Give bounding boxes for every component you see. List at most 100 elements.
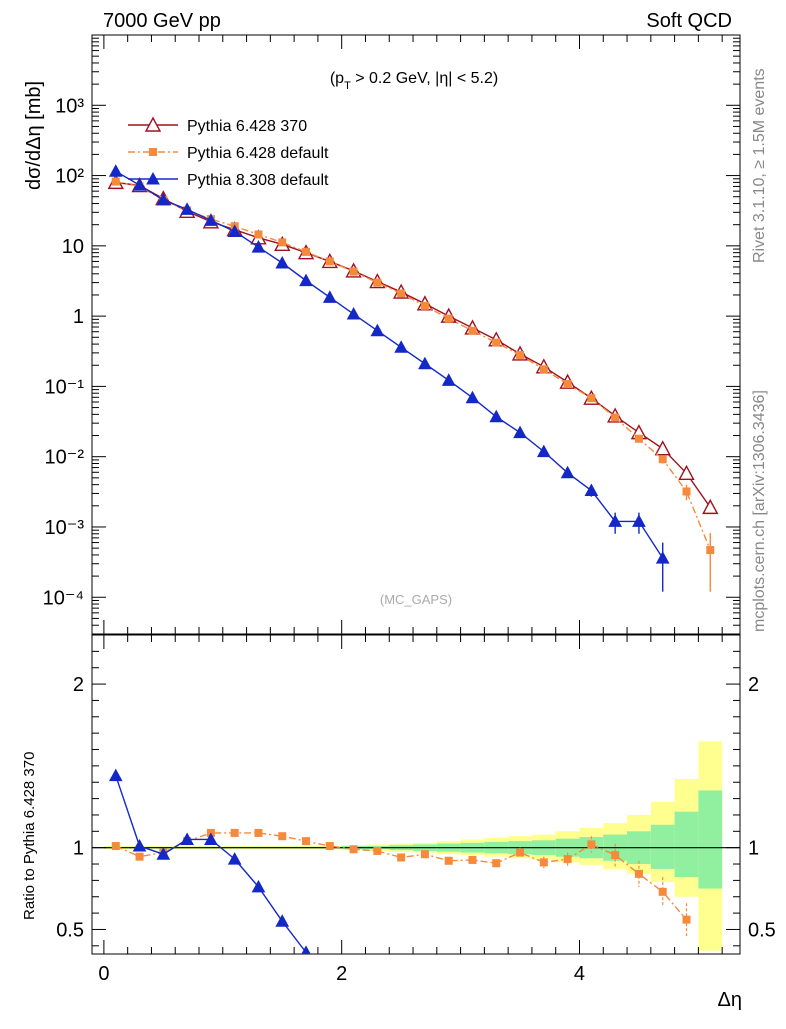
data-point	[584, 483, 599, 497]
ratio-point	[275, 914, 290, 927]
bottom-panel-series	[108, 768, 691, 954]
y-tick-label: 10⁻¹	[45, 376, 85, 398]
y-tick-label: 10⁻²	[45, 447, 85, 469]
ratio-uncertainty-bands	[92, 741, 740, 951]
legend-label: Pythia 6.428 370	[187, 118, 307, 135]
ratio-point	[132, 838, 147, 852]
data-point	[302, 247, 311, 256]
ratio-point	[108, 768, 123, 782]
y-tick-label: 1	[73, 306, 84, 328]
top-panel-frame	[91, 34, 741, 635]
data-point	[587, 394, 596, 403]
data-point	[373, 278, 382, 287]
data-point	[536, 444, 551, 458]
x-tick-label: 4	[574, 963, 585, 985]
band-inner-bin	[698, 790, 723, 889]
y-tick-label: 2	[73, 674, 84, 696]
data-point	[465, 390, 480, 404]
data-point	[560, 465, 575, 479]
ratio-point	[611, 851, 620, 860]
ratio-point	[516, 848, 525, 857]
data-point	[634, 434, 643, 443]
ratio-point	[563, 855, 572, 864]
x-axis-label: Δη	[718, 989, 742, 1011]
data-point	[658, 455, 667, 464]
ratio-point	[682, 915, 691, 924]
legend-marker	[146, 171, 160, 185]
ratio-point	[492, 859, 501, 868]
ratio-point	[587, 840, 596, 849]
analysis-watermark: (MC_GAPS)	[380, 592, 452, 607]
data-point	[655, 551, 670, 564]
data-point	[441, 373, 456, 386]
ratio-point	[111, 842, 120, 851]
data-point	[278, 238, 287, 247]
data-point	[111, 177, 120, 186]
data-point	[394, 340, 408, 353]
legend-marker	[144, 116, 162, 132]
ratio-point	[397, 853, 406, 862]
ratio-point	[251, 879, 266, 893]
data-point	[275, 255, 290, 269]
data-point	[418, 356, 432, 370]
ratio-point	[420, 850, 429, 859]
header-right-title: Soft QCD	[646, 10, 732, 32]
top-panel-series	[107, 164, 719, 592]
legend-label: Pythia 8.308 default	[187, 172, 329, 189]
data-point	[370, 323, 385, 337]
data-point	[156, 192, 171, 206]
data-point	[397, 289, 406, 298]
data-marks	[107, 164, 719, 954]
cuts-annotation: (pT > 0.2 GeV, |η| < 5.2)	[330, 70, 498, 92]
data-point	[346, 307, 361, 320]
y-tick-label-right: 1	[748, 838, 759, 860]
ratio-point	[230, 828, 239, 837]
band-group	[103, 741, 723, 951]
series-line	[115, 170, 664, 559]
x-tick-label: 2	[336, 963, 347, 985]
data-point	[444, 314, 453, 323]
rivet-version-label: Rivet 3.1.10, ≥ 1.5M events	[751, 68, 768, 263]
series-line	[115, 180, 711, 551]
top-y-axis-label: dσ/dΔη [mb]	[23, 81, 45, 190]
y-tick-label: 10	[62, 236, 84, 258]
ratio-point	[301, 945, 311, 954]
data-point	[227, 224, 242, 237]
data-point	[254, 230, 263, 239]
legend: Pythia 6.428 370 Pythia 6.428 default Pyth…	[128, 116, 329, 189]
ratio-point	[634, 869, 643, 878]
y-tick-label: 10⁻⁴	[43, 587, 84, 609]
ratio-point	[349, 845, 358, 854]
data-point	[611, 413, 620, 422]
legend-marker	[149, 148, 157, 156]
ratio-point	[227, 852, 242, 865]
ratio-point	[278, 832, 287, 841]
ratio-point	[204, 832, 218, 845]
data-point	[251, 240, 266, 253]
series-line	[115, 181, 711, 508]
data-point	[516, 350, 525, 359]
ratio-point	[302, 837, 311, 846]
ratio-point	[325, 842, 334, 851]
ratio-point	[254, 828, 263, 837]
y-tick-label-right: 0.5	[748, 919, 776, 941]
x-tick-label: 0	[98, 963, 109, 985]
data-point	[678, 464, 695, 481]
data-point	[563, 380, 572, 389]
ratio-point	[135, 852, 144, 861]
y-tick-label: 1	[73, 838, 84, 860]
data-point	[513, 425, 527, 439]
data-point	[706, 546, 715, 555]
data-point	[468, 326, 477, 335]
header-left-title: 7000 GeV pp	[103, 10, 221, 32]
data-point	[108, 164, 123, 177]
ratio-point	[468, 855, 477, 864]
data-point	[420, 301, 429, 310]
ratio-point	[539, 858, 548, 867]
data-point	[299, 273, 313, 287]
band-inner-bin	[674, 811, 699, 878]
data-point	[204, 213, 218, 226]
y-tick-label: 10³	[55, 95, 84, 117]
